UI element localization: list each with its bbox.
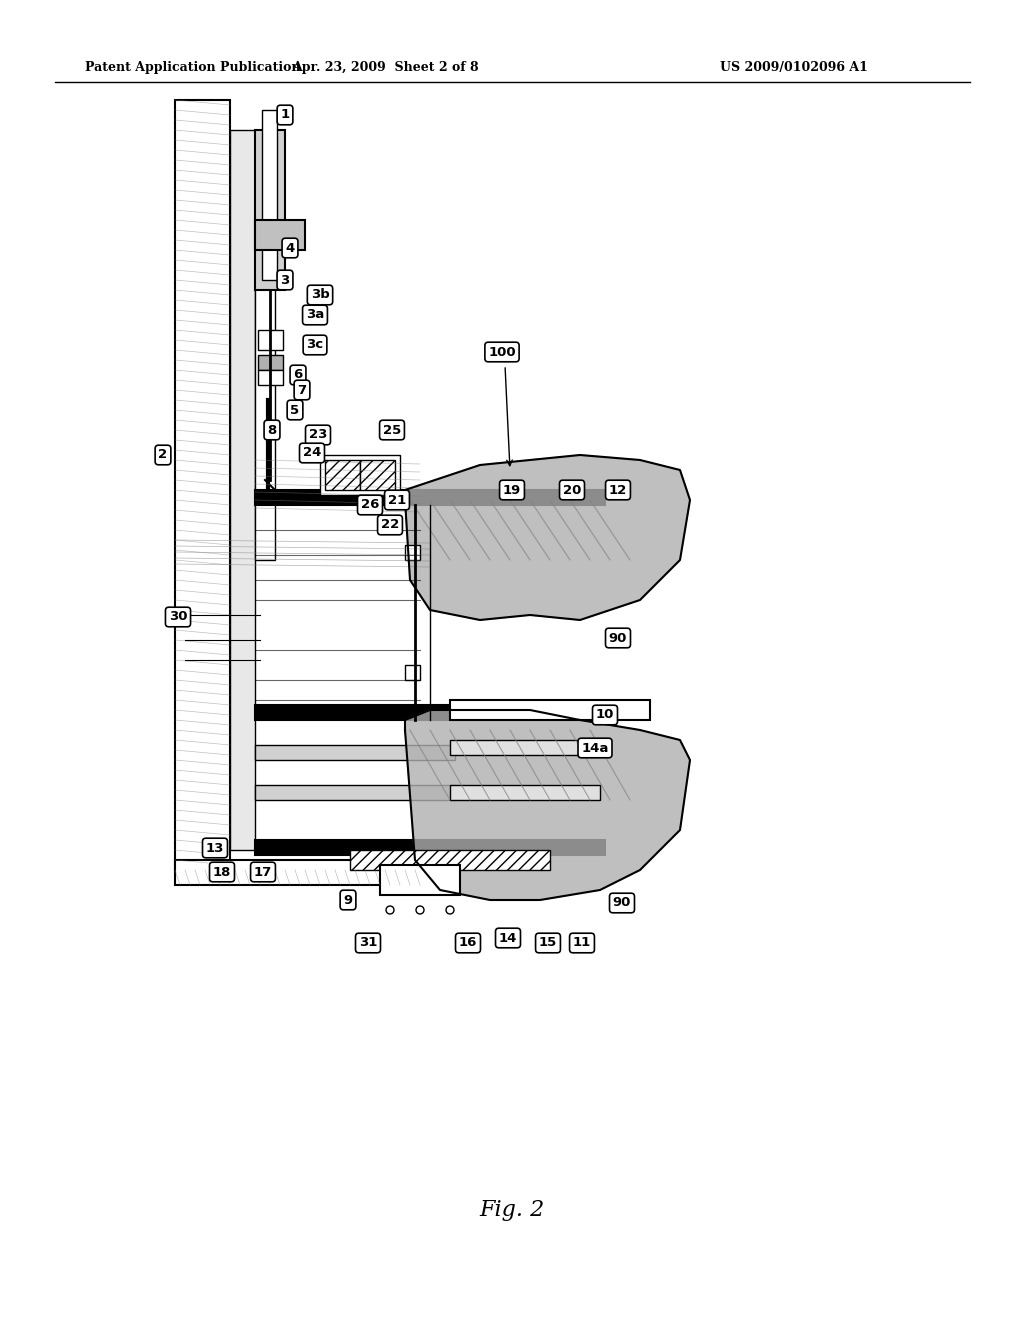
Text: 15: 15 — [539, 936, 557, 949]
Bar — [360, 459, 395, 490]
Circle shape — [446, 906, 454, 913]
Bar — [319, 455, 400, 495]
Text: 3a: 3a — [306, 309, 325, 322]
Text: 5: 5 — [291, 404, 300, 417]
Text: 9: 9 — [343, 894, 352, 907]
Circle shape — [416, 906, 424, 913]
Bar — [406, 545, 420, 560]
Polygon shape — [406, 455, 690, 620]
Text: 8: 8 — [267, 424, 276, 437]
Text: Fig. 2: Fig. 2 — [479, 1199, 545, 1221]
Bar — [175, 100, 230, 870]
Text: Apr. 23, 2009  Sheet 2 of 8: Apr. 23, 2009 Sheet 2 of 8 — [292, 62, 478, 74]
Text: 25: 25 — [383, 424, 401, 437]
Text: 11: 11 — [572, 936, 591, 949]
Bar — [255, 744, 455, 760]
Text: 18: 18 — [213, 866, 231, 879]
Bar — [258, 330, 283, 350]
Text: 17: 17 — [254, 866, 272, 879]
Bar — [406, 665, 420, 680]
Bar — [255, 705, 605, 719]
Text: 20: 20 — [563, 483, 582, 496]
Text: 3b: 3b — [310, 289, 330, 301]
Bar — [255, 840, 605, 855]
Bar — [230, 129, 255, 850]
Bar — [255, 220, 305, 249]
Text: 21: 21 — [388, 494, 407, 507]
Text: 16: 16 — [459, 936, 477, 949]
Bar — [255, 129, 285, 290]
Text: Patent Application Publication: Patent Application Publication — [85, 62, 300, 74]
Text: 14a: 14a — [582, 742, 608, 755]
Text: 13: 13 — [206, 842, 224, 854]
Text: 90: 90 — [609, 631, 627, 644]
Bar — [255, 490, 605, 506]
Text: 12: 12 — [609, 483, 627, 496]
Bar — [258, 370, 283, 385]
Bar — [350, 850, 550, 870]
Text: 90: 90 — [612, 896, 631, 909]
Bar — [325, 459, 360, 490]
Bar — [255, 785, 455, 800]
Bar — [450, 741, 600, 755]
Bar — [450, 785, 600, 800]
Circle shape — [386, 906, 394, 913]
Text: 23: 23 — [309, 429, 328, 441]
Text: 31: 31 — [358, 936, 377, 949]
Text: 7: 7 — [297, 384, 306, 396]
Bar — [450, 700, 650, 719]
Bar — [380, 865, 460, 895]
Text: US 2009/0102096 A1: US 2009/0102096 A1 — [720, 62, 868, 74]
Text: 100: 100 — [488, 346, 516, 359]
Text: 14: 14 — [499, 932, 517, 945]
Polygon shape — [406, 710, 690, 900]
Text: 30: 30 — [169, 610, 187, 623]
Text: 3c: 3c — [306, 338, 324, 351]
Text: 22: 22 — [381, 519, 399, 532]
Text: 2: 2 — [159, 449, 168, 462]
Bar — [175, 861, 425, 884]
Text: 26: 26 — [360, 499, 379, 511]
Text: 3: 3 — [281, 273, 290, 286]
Text: 10: 10 — [596, 709, 614, 722]
Text: 19: 19 — [503, 483, 521, 496]
Text: 4: 4 — [286, 242, 295, 255]
Bar — [262, 110, 278, 280]
Text: 1: 1 — [281, 108, 290, 121]
Bar — [258, 355, 283, 370]
Text: 24: 24 — [303, 446, 322, 459]
Text: 6: 6 — [293, 368, 303, 381]
Bar — [255, 129, 275, 560]
